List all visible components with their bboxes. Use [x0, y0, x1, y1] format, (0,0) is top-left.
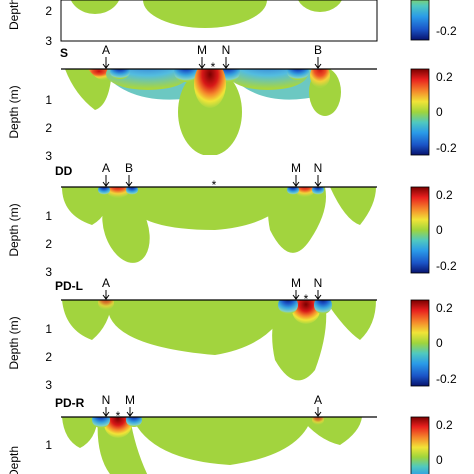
depth-tick: 3	[45, 149, 52, 163]
colorbar-tick: 0.2	[436, 301, 453, 315]
depth-tick: 1	[45, 93, 52, 107]
sensitivity-field	[62, 187, 376, 263]
depth-tick: 3	[45, 378, 52, 392]
colorbar-tick: -0.2	[436, 372, 457, 386]
colorbar-tick: 0.2	[436, 188, 453, 202]
depth-tick: 2	[45, 350, 52, 364]
electrode-label: N	[102, 393, 111, 407]
colorbar	[410, 186, 430, 274]
electrode-label: N	[222, 43, 231, 57]
panel-pd-r: PD-R N M A * 1 Depth 0.2 0	[7, 393, 453, 474]
depth-tick: 2	[45, 121, 52, 135]
electrode-label: N	[314, 276, 323, 290]
colorbar-tick: 0.2	[436, 70, 453, 84]
colorbar-tick: -0.2	[436, 24, 457, 38]
electrode-label: A	[102, 161, 110, 175]
depth-tick: 1	[45, 209, 52, 223]
colorbar	[410, 299, 430, 387]
panel-dd: DD A B M N * 1 2 3 Depth	[7, 161, 457, 279]
sensitivity-field	[62, 417, 362, 474]
source-marker: *	[211, 60, 216, 74]
electrode-label: M	[197, 43, 207, 57]
source-marker: *	[116, 409, 121, 423]
colorbar	[410, 68, 430, 156]
electrode-label: B	[314, 43, 322, 57]
sensitivity-field	[70, 0, 342, 28]
electrode-label: M	[291, 161, 301, 175]
depth-tick: 1	[45, 438, 52, 452]
y-axis-label: Depth (m)	[7, 85, 21, 138]
colorbar-tick: 0	[436, 336, 443, 350]
colorbar	[410, 416, 430, 474]
y-axis-label: Depth (m)	[7, 316, 21, 369]
electrode-markers: A M N B *	[102, 43, 322, 74]
colorbar-partial	[411, 0, 429, 40]
colorbar-tick: -0.2	[436, 141, 457, 155]
electrode-markers: A B M N *	[102, 161, 322, 192]
depth-tick: 3	[45, 34, 52, 48]
electrode-label: A	[102, 43, 110, 57]
panel-title: PD-L	[55, 279, 83, 293]
panel-title: DD	[55, 164, 73, 178]
source-marker: *	[212, 178, 217, 192]
electrode-markers: A M N *	[102, 276, 322, 306]
electrode-label: A	[102, 276, 110, 290]
source-marker: *	[304, 292, 309, 306]
y-axis-label: Depth	[7, 0, 21, 30]
panel-title: S	[60, 46, 68, 60]
depth-tick: 2	[45, 237, 52, 251]
sensitivity-field	[65, 69, 341, 155]
colorbar-tick: 0	[436, 453, 443, 467]
colorbar-tick: 0.2	[436, 418, 453, 432]
sensitivity-field	[62, 300, 376, 381]
y-axis-label: Depth (m)	[7, 203, 21, 256]
electrode-label: B	[125, 161, 133, 175]
electrode-label: N	[314, 161, 323, 175]
colorbar-tick: 0	[436, 105, 443, 119]
panel-s: S A M N B * 1	[7, 43, 457, 163]
electrode-label: M	[125, 393, 135, 407]
depth-tick: 3	[45, 265, 52, 279]
electrode-label: M	[291, 276, 301, 290]
electrode-markers: N M A *	[102, 393, 322, 423]
y-axis-label: Depth	[7, 446, 21, 474]
panel-pd-l: PD-L A M N * 1 2 3 Depth (m) 0.2 0 -0.2	[7, 276, 457, 392]
panel-title: PD-R	[55, 396, 85, 410]
colorbar-tick: 0	[436, 223, 443, 237]
panel-partial-top: 2 3 Depth -0.2	[7, 0, 457, 48]
depth-tick: 1	[45, 322, 52, 336]
depth-tick: 2	[45, 4, 52, 18]
colorbar-tick: -0.2	[436, 259, 457, 273]
electrode-label: A	[314, 393, 322, 407]
